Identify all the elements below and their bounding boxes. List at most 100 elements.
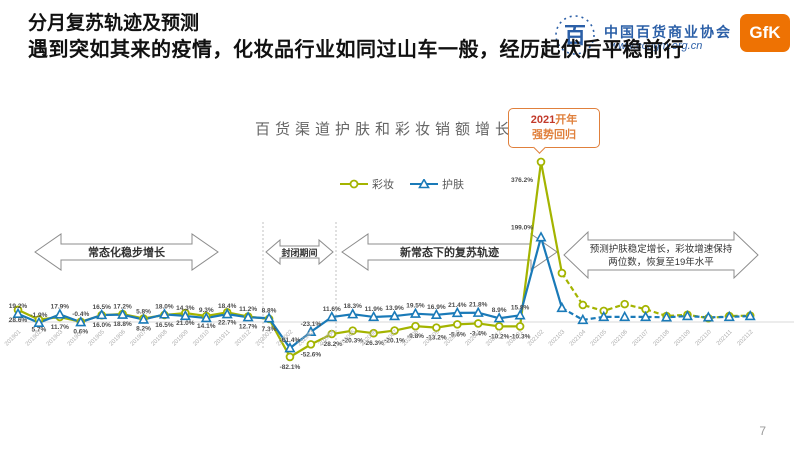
x-tick-label: 202104 [569, 329, 588, 348]
data-point-护肤 [744, 309, 756, 321]
data-point-护肤 [179, 309, 191, 321]
value-label-彩妆: 12.7% [239, 324, 258, 331]
caizhuang-marker-icon [340, 179, 368, 189]
data-point-彩妆 [473, 319, 483, 328]
annotation-label: 封闭期间 [281, 247, 317, 258]
callout-2021-return: 2021开年 强势回归 [508, 108, 600, 154]
value-label-彩妆: 8.2% [136, 326, 151, 333]
data-point-彩妆 [432, 323, 441, 332]
page-title: 分月复苏轨迹及预测 [28, 13, 200, 34]
data-point-护肤 [347, 308, 359, 319]
x-tick-label: 201903 [46, 329, 65, 348]
svg-text:百: 百 [564, 23, 586, 48]
value-label-护肤: 9.3% [199, 307, 214, 314]
data-point-彩妆 [578, 300, 588, 310]
value-label-彩妆: -13.2% [426, 335, 447, 342]
x-tick-label: 202103 [548, 329, 567, 348]
value-label-彩妆: 21.0% [176, 320, 195, 327]
value-label-彩妆: 376.2% [511, 177, 533, 184]
x-tick-label: 201905 [88, 329, 107, 348]
value-label-护肤: 8.8% [262, 307, 277, 314]
data-point-彩妆 [285, 352, 295, 362]
data-point-彩妆 [327, 329, 337, 339]
data-point-护肤 [535, 231, 547, 242]
annotation-label: 预测护肤稳定增长，彩妆增速保持 [590, 243, 733, 255]
data-point-护肤 [305, 325, 317, 337]
gfk-logo: GfK [740, 14, 790, 52]
value-label-护肤: 17.2% [113, 304, 132, 311]
value-label-护肤: 21.8% [469, 302, 488, 309]
data-point-彩妆 [453, 320, 462, 329]
data-point-护肤 [430, 308, 442, 320]
association-emblem-icon: 百 [555, 15, 595, 55]
data-point-彩妆 [390, 326, 399, 335]
value-label-彩妆: 0.6% [73, 329, 88, 336]
value-label-护肤: 18.4% [218, 303, 237, 310]
x-tick-label: 202111 [716, 329, 734, 347]
value-label-护肤: 11.6% [323, 306, 341, 313]
data-point-护肤 [54, 308, 66, 319]
data-point-护肤 [451, 306, 463, 318]
value-label-护肤: 11.9% [365, 306, 383, 313]
value-label-护肤: 8.9% [492, 307, 507, 314]
data-point-护肤 [598, 310, 610, 322]
data-point-护肤 [660, 311, 673, 322]
data-point-护肤 [326, 310, 338, 322]
value-label-彩妆: 16.5% [155, 322, 174, 329]
data-point-护肤 [389, 309, 401, 321]
value-label-护肤: -1.9% [30, 312, 47, 319]
value-label-彩妆: 5.7% [32, 327, 47, 334]
data-point-护肤 [137, 313, 150, 324]
x-tick-label: 202106 [611, 329, 630, 348]
callout-year: 2021 [530, 114, 556, 126]
annotation-arrow [265, 238, 334, 266]
legend-label-hufu: 护肤 [442, 179, 464, 191]
page-subtitle: 遇到突如其来的疫情，化妆品行业如同过山车一般，经历起伏后平稳前行 [28, 39, 684, 61]
x-tick-label: 202108 [653, 329, 672, 348]
value-label-护肤: 5.8% [136, 309, 151, 316]
x-tick-label: 201910 [192, 329, 211, 348]
hufu-marker-icon [410, 179, 438, 189]
annotation-label: 新常态下的复苏轨迹 [400, 245, 499, 259]
value-label-护肤: 18.0% [155, 303, 174, 310]
x-tick-label: 202107 [632, 329, 651, 348]
value-label-护肤: 199.0% [511, 224, 533, 231]
chart-title: 百货渠道护肤和彩妆销额增长率 [255, 121, 536, 138]
value-label-彩妆: 11.7% [51, 324, 69, 331]
value-label-彩妆: 16.0% [92, 322, 111, 329]
data-point-护肤 [263, 312, 275, 323]
data-point-护肤 [702, 311, 714, 322]
data-point-护肤 [723, 310, 735, 322]
legend-item-caizhuang: 彩妆 [340, 176, 394, 192]
value-label-彩妆: -10.2% [489, 333, 510, 340]
value-label-彩妆: 18.8% [113, 321, 132, 328]
value-label-彩妆: -52.6% [301, 351, 322, 358]
callout-line1: 开年 [555, 114, 578, 126]
data-point-护肤 [242, 311, 254, 322]
legend-label-caizhuang: 彩妆 [372, 179, 394, 191]
value-label-彩妆: -20.3% [342, 338, 363, 345]
series-forecast-line-彩妆 [561, 272, 751, 320]
data-point-护肤 [284, 342, 296, 353]
annotation-label: 两位数，恢复至19年水平 [608, 256, 714, 268]
value-label-护肤: -23.1% [301, 321, 322, 328]
value-label-护肤: 13.9% [385, 305, 404, 312]
value-label-护肤: 18.3% [344, 303, 363, 310]
annotation-label: 常态化稳步增长 [88, 245, 166, 259]
growth-line-chart: 常态化稳步增长 封闭期间 新常态下的复苏轨迹 预测护肤稳定增长，彩妆增速保持两位数，恢… [4, 157, 794, 371]
value-label-彩妆: 22.7% [218, 319, 237, 326]
value-label-护肤: 16.5% [92, 304, 111, 311]
logo-area: 百 中国百货商业协会 www.ccagm.org.cn GfK [552, 6, 792, 66]
data-point-护肤 [96, 308, 108, 320]
x-tick-label: 202109 [673, 329, 692, 348]
data-point-彩妆 [536, 157, 546, 167]
value-label-彩妆: -9.8% [407, 333, 424, 340]
value-label-彩妆: 7.3% [262, 326, 277, 333]
data-point-彩妆 [306, 340, 316, 349]
annotation-arrow [563, 230, 759, 280]
page-number: 7 [759, 424, 766, 438]
value-label-彩妆: 14.1% [197, 323, 216, 330]
association-url: www.ccagm.org.cn [610, 40, 703, 52]
value-label-彩妆: -3.4% [470, 330, 487, 337]
